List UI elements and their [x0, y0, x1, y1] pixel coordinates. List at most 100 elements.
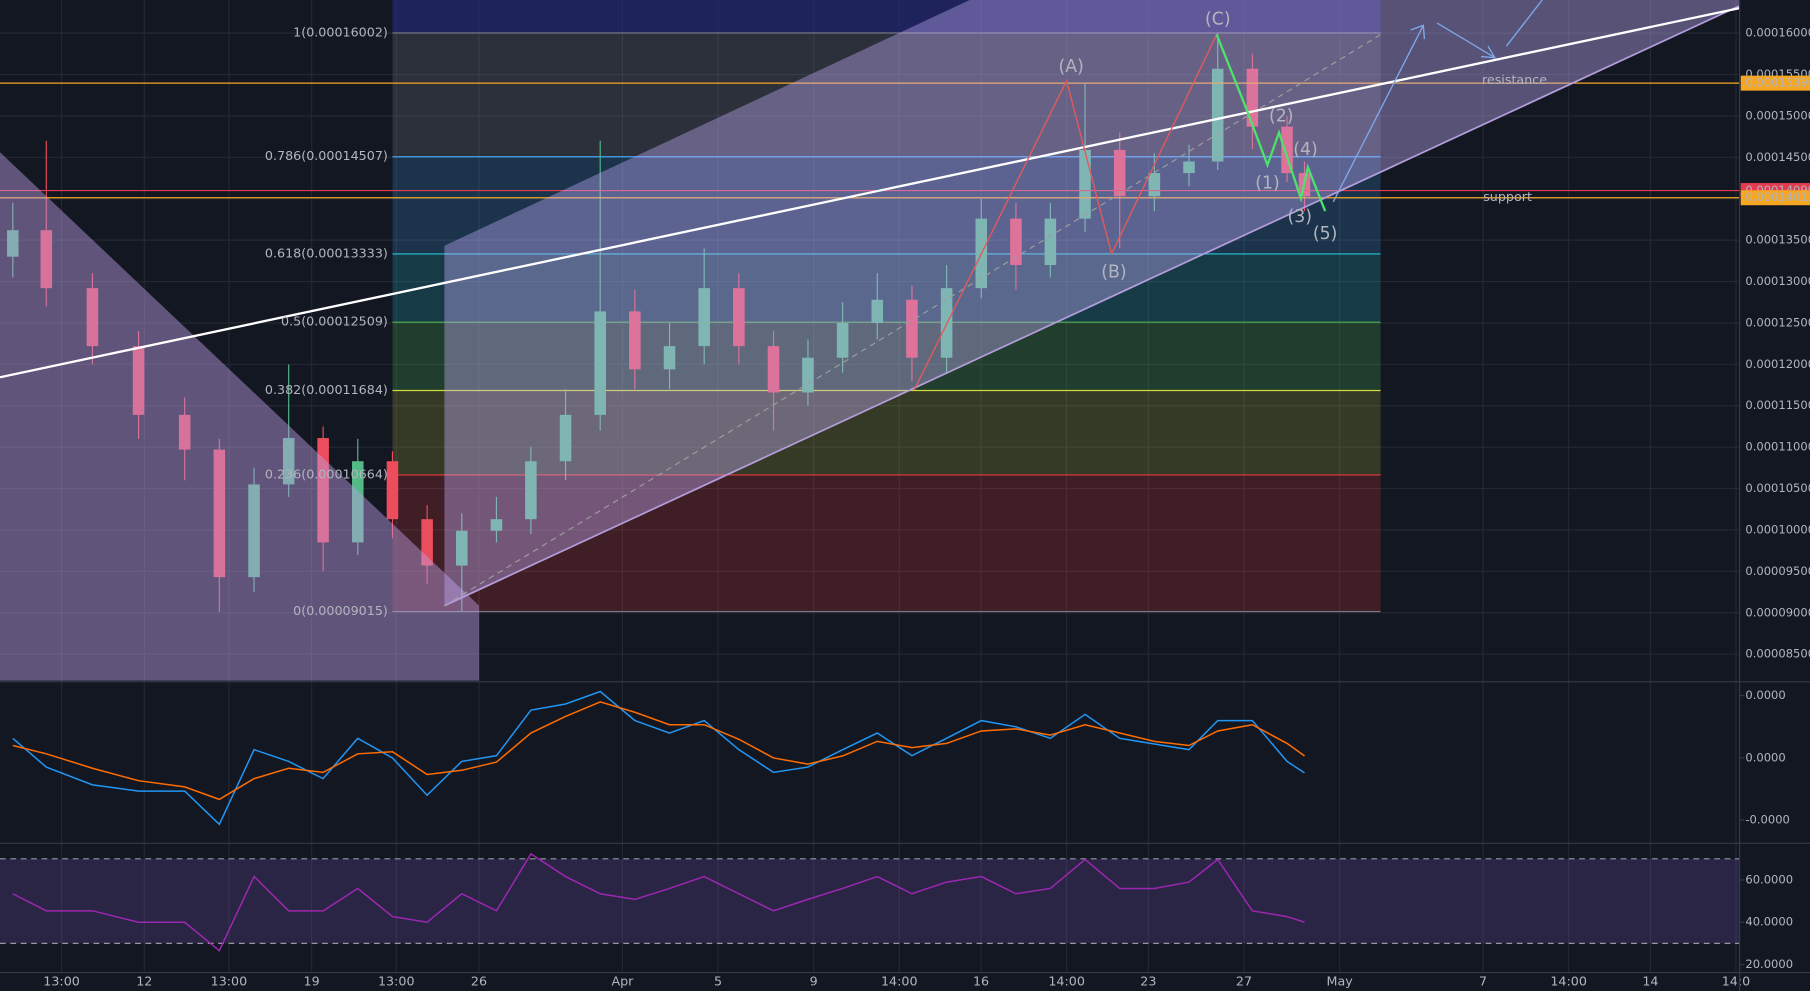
candle-body [132, 346, 145, 415]
channel-lower [444, 4, 1740, 607]
price-tag-label: 0.00015396 [1745, 76, 1810, 90]
candle-body [1113, 149, 1126, 197]
candle-body [1010, 218, 1022, 265]
candle-body [178, 414, 191, 450]
candle-body [767, 346, 780, 393]
y-tick-label: 0.00014500 [1745, 150, 1810, 164]
x-tick-label: 9 [810, 973, 818, 988]
y-tick-label: 40.0000 [1745, 915, 1793, 929]
falling-wedge [0, 152, 480, 681]
x-tick-label: 19 [304, 973, 320, 988]
rising-channel [444, 0, 1740, 606]
candle-body [698, 288, 710, 347]
fib-label: 0.786(0.00014507) [265, 148, 388, 163]
fib-label: 0.382(0.00011684) [265, 382, 388, 397]
marks [0, 33, 1740, 952]
x-tick-label: 16 [973, 973, 989, 988]
x-tick-label: 14:00 [1550, 973, 1587, 988]
x-tick-label: May [1327, 973, 1354, 988]
y-tick-label: 0.00010500 [1745, 481, 1810, 495]
x-tick-label: 5 [714, 973, 722, 988]
x-tick-label: 12 [136, 973, 152, 988]
price-tag [1740, 75, 1810, 91]
x-tick-label: 13:00 [211, 973, 248, 988]
projection-arrow [1505, 0, 1543, 47]
projection-arrow [1436, 22, 1496, 59]
y-tick-label: 60.0000 [1745, 872, 1793, 886]
annotation: (B) [1101, 262, 1126, 282]
annotation: resistance [1482, 72, 1547, 87]
candle-body [871, 299, 884, 323]
candle-body [490, 519, 503, 531]
fib-zone [392, 322, 1381, 391]
annotation: support [1483, 189, 1532, 204]
candle-body [7, 230, 19, 257]
y-tick-label: -0.0000 [1745, 813, 1790, 827]
annotation: (1) [1255, 173, 1280, 193]
annotation: (C) [1205, 10, 1231, 30]
y-tick-label: 0.00011500 [1745, 398, 1810, 412]
y-tick-label: 0.00008500 [1745, 647, 1810, 661]
candle-body [40, 230, 53, 289]
candle-body [594, 311, 606, 415]
y-tick-label: 0.00010000 [1745, 522, 1810, 536]
candle-body [559, 414, 572, 462]
series-line [12, 852, 1305, 952]
x-tick-label: 13:00 [378, 973, 415, 988]
candle-body [906, 299, 918, 358]
x-tick-label: 27 [1236, 973, 1252, 988]
candle-body [282, 438, 295, 485]
y-tick-label: 0.00015000 [1745, 108, 1810, 122]
candle-body [213, 449, 226, 578]
candle-body [1044, 218, 1057, 265]
candle-body [456, 530, 468, 566]
candle-body [317, 438, 329, 543]
annotation: (3) [1288, 207, 1313, 227]
candle-body [733, 288, 745, 347]
labels: 13:00 12 13:00 19 13:00 26 Apr 5 9 14:00 16 14:00 23… [43, 10, 1810, 988]
y-tick-label: 0.00013500 [1745, 233, 1810, 247]
fib-zone [392, 253, 1381, 323]
candle-body [1281, 126, 1293, 174]
y-tick-label: 0.00012000 [1745, 357, 1810, 371]
candle-body [1183, 161, 1195, 174]
series-line [12, 701, 1305, 801]
x-tick-label: 23 [1140, 973, 1156, 988]
trend-line [0, 6, 1740, 379]
series-line [12, 690, 1305, 826]
candle-body [248, 484, 260, 578]
candle-body [663, 346, 676, 370]
y-tick-label: 0.00012500 [1745, 315, 1810, 329]
y-tick-label: 0.00013000 [1745, 274, 1810, 288]
y-tick-label: 20.0000 [1745, 957, 1793, 971]
annotation: (2) [1269, 107, 1294, 127]
x-tick-label: Apr [611, 973, 634, 988]
annotation: (A) [1059, 57, 1084, 77]
arrow-head [1480, 45, 1497, 59]
fib-label: 0.236(0.00010664) [265, 466, 388, 481]
candle-body [86, 288, 99, 347]
arrow-head [1410, 24, 1426, 40]
y-tick-label: 0.0000 [1745, 750, 1785, 764]
fib-label: 1(0.00016002) [293, 24, 388, 39]
y-tick-label: 0.0000 [1745, 688, 1785, 702]
candle-body [1079, 149, 1091, 219]
x-tick-label: 7 [1479, 973, 1487, 988]
candle-body [1246, 68, 1259, 127]
candle-body [525, 461, 537, 520]
x-tick-label: 14:0 [1722, 973, 1751, 988]
fib-label: 0(0.00009015) [293, 603, 388, 618]
fib-zone [392, 474, 1381, 612]
rsi-band [0, 858, 1740, 944]
fib-label: 0.5(0.00012509) [281, 314, 388, 329]
y-tick-label: 0.00009500 [1745, 564, 1810, 578]
abc-wave [913, 34, 1218, 391]
projection-arrow [1332, 25, 1424, 203]
candle-body [629, 311, 641, 370]
annotation: (5) [1313, 224, 1338, 244]
fib-zone [392, 156, 1381, 254]
